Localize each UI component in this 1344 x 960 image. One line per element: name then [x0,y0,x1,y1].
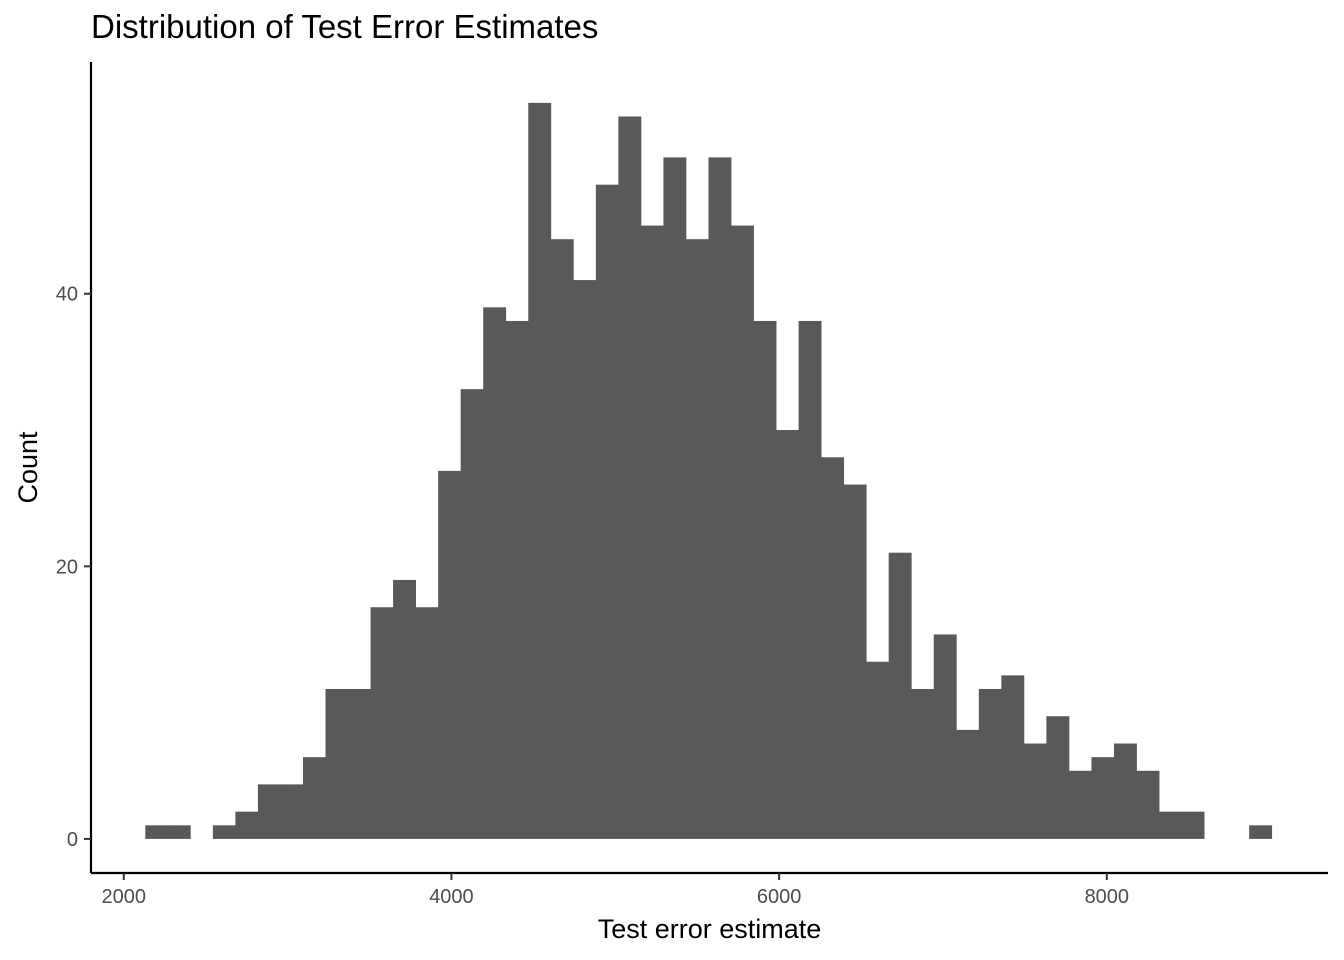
histogram-bar [393,579,417,839]
histogram-bar [821,457,845,839]
histogram-bar [1046,716,1070,839]
histogram-bar [1136,770,1160,839]
histogram-bar [888,552,912,839]
histogram-bar [325,688,349,839]
histogram-bar [550,239,574,839]
histogram-bar [348,688,371,839]
histogram-bar [663,157,687,839]
histogram-bar [460,389,484,839]
x-tick-label: 6000 [757,886,802,908]
histogram-bar [1001,675,1025,839]
y-axis-ticks: 0 20 40 [56,284,91,851]
histogram-bar [1159,811,1182,839]
histogram-bar [415,607,439,839]
histogram-bar [843,484,867,839]
histogram-bar [483,307,507,839]
histogram-bar [280,784,304,839]
histogram-bar [1068,770,1092,839]
histogram-bar [257,784,281,839]
x-tick-label: 2000 [102,886,147,908]
chart-title: Distribution of Test Error Estimates [91,8,599,45]
histogram-bars [145,102,1273,839]
histogram-bar [933,634,957,839]
histogram-bar [685,239,709,839]
y-tick-label: 0 [67,829,78,851]
x-tick-label: 8000 [1085,886,1130,908]
histogram-bar [302,757,326,839]
histogram-bar [505,320,529,839]
histogram-bar [978,688,1002,839]
histogram-bar [776,430,799,839]
histogram-bar [1181,811,1205,839]
x-tick-label: 4000 [429,886,474,908]
histogram-bar [573,280,597,839]
histogram-bar [618,116,642,839]
x-axis-ticks: 2000 4000 6000 8000 [102,873,1130,908]
histogram-bar [911,688,935,839]
y-axis-title: Count [13,431,43,504]
histogram-bar [212,825,236,839]
histogram-bar [640,225,664,839]
histogram-bar [370,607,394,839]
histogram-bar [1113,743,1137,839]
histogram-bar [438,470,462,839]
histogram-bar [145,825,169,839]
histogram-bar [1249,825,1273,839]
histogram-bar [866,661,890,839]
histogram-bar [528,102,552,839]
histogram-bar [1091,757,1115,839]
histogram-bar [798,320,822,839]
y-tick-label: 20 [56,556,78,578]
histogram-bar [753,320,777,839]
histogram-bar [1023,743,1047,839]
histogram-bar [235,811,259,839]
x-axis-title: Test error estimate [598,914,822,944]
y-tick-label: 40 [56,284,78,306]
histogram-bar [731,225,754,839]
histogram-bar [956,729,980,839]
histogram-bar [708,157,732,839]
histogram-bar [167,825,191,839]
histogram-bar [595,184,619,839]
